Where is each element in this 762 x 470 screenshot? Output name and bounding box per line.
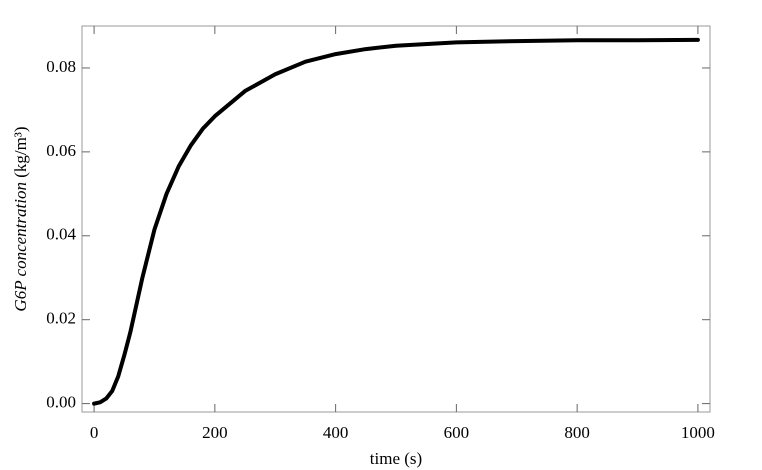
x-tick-label: 400 [323,423,349,442]
y-tick-label: 0.02 [46,309,76,328]
y-axis-label: G6P concentration (kg/m³) [11,126,30,311]
y-tick-label: 0.06 [46,141,76,160]
y-tick-label: 0.04 [46,225,76,244]
line-series [92,37,700,406]
y-axis-label-name: G6P concentration [11,182,30,312]
x-tick-label: 200 [202,423,228,442]
x-tick-label: 0 [90,423,99,442]
y-axis-label-unit: (kg/m³) [11,126,30,177]
x-axis-label: time (s) [370,449,422,468]
y-tick-label: 0.00 [46,393,76,412]
x-tick-label: 1000 [681,423,715,442]
x-tick-label: 600 [444,423,470,442]
plot-frame [81,25,711,413]
y-tick-label: 0.08 [46,57,76,76]
x-tick-label: 800 [564,423,590,442]
